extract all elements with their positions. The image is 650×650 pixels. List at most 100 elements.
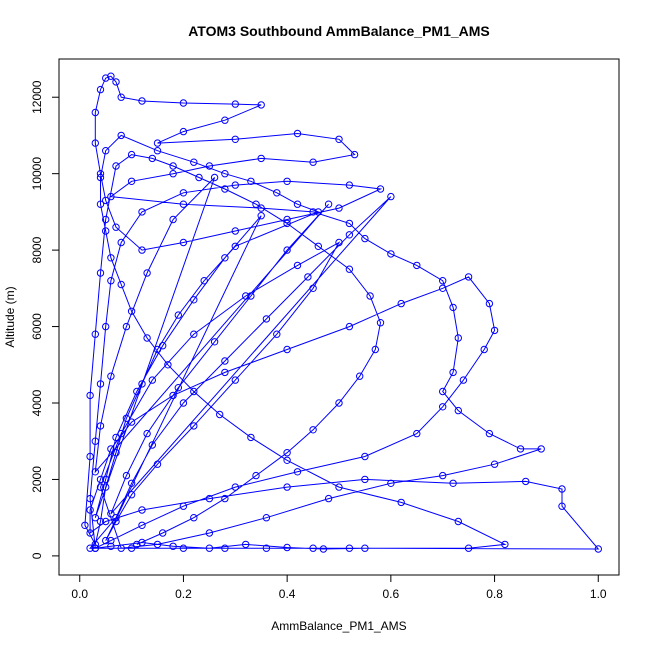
data-point: [314, 208, 322, 216]
data-point: [205, 162, 214, 170]
y-axis-label: Altitude (m): [3, 286, 17, 347]
data-point: [169, 542, 177, 550]
data-point: [221, 254, 229, 262]
data-point: [86, 391, 94, 400]
data-point: [102, 74, 110, 82]
data-point: [169, 162, 177, 170]
data-point: [138, 246, 146, 254]
y-tick-label: 12000: [30, 80, 44, 114]
data-point: [376, 319, 385, 327]
y-axis: 0 2000 4000 6000 8000 10000 12000: [30, 80, 59, 559]
data-point: [112, 433, 120, 442]
data-point: [133, 387, 141, 396]
data-point: [231, 483, 240, 491]
data-point: [283, 456, 291, 464]
data-point: [283, 543, 291, 552]
y-tick-label: 6000: [30, 313, 44, 340]
data-point: [86, 529, 94, 537]
data-point: [309, 158, 317, 166]
data-point: [283, 345, 291, 354]
data-point: [159, 342, 167, 350]
data-point: [102, 215, 110, 224]
data-point: [159, 529, 167, 537]
data-point: [127, 479, 136, 487]
data-point: [96, 380, 105, 388]
data-point: [179, 99, 188, 107]
data-point: [112, 78, 120, 86]
data-point: [350, 150, 359, 159]
data-point: [262, 544, 271, 552]
data-point: [257, 212, 265, 220]
data-point: [366, 292, 374, 300]
data-point: [86, 544, 94, 552]
data-point: [91, 540, 100, 549]
data-point: [501, 540, 509, 549]
data-point: [439, 284, 447, 292]
data-point: [490, 326, 499, 335]
data-point: [262, 315, 271, 323]
data-point: [242, 292, 250, 300]
data-point: [122, 322, 131, 331]
data-point: [221, 494, 229, 503]
data-point: [91, 468, 100, 476]
data-point: [454, 334, 462, 342]
data-point: [96, 517, 105, 526]
data-point: [153, 540, 162, 549]
data-point: [81, 521, 89, 529]
data-point: [179, 189, 188, 197]
data-point: [107, 277, 115, 285]
data-point: [319, 545, 328, 553]
data-point: [242, 540, 250, 549]
data-point: [102, 322, 110, 331]
data-point: [138, 97, 146, 105]
y-tick-label: 2000: [30, 466, 44, 493]
data-point: [117, 238, 125, 247]
data-point: [361, 475, 369, 484]
data-point: [485, 299, 494, 308]
data-point: [216, 410, 224, 419]
data-point: [107, 372, 115, 380]
plot-area: [81, 72, 602, 553]
data-point: [345, 231, 354, 239]
data-point: [262, 514, 271, 522]
data-point: [464, 544, 473, 552]
x-tick-label: 0.4: [279, 587, 296, 601]
data-point: [148, 376, 157, 384]
data-point: [102, 483, 110, 491]
data-point: [221, 544, 229, 552]
data-point: [96, 85, 105, 94]
data-point: [91, 139, 100, 147]
data-point: [86, 452, 94, 461]
series-line: [84, 75, 600, 550]
data-point: [356, 372, 364, 380]
data-point: [293, 468, 302, 476]
data-point: [257, 154, 265, 163]
data-point: [397, 299, 405, 308]
data-point: [143, 269, 151, 277]
data-point: [376, 185, 385, 193]
data-point: [335, 204, 343, 212]
data-point: [387, 479, 395, 487]
chart-title: ATOM3 Southbound AmmBalance_PM1_AMS: [188, 23, 490, 39]
data-point: [345, 219, 354, 228]
data-point: [112, 517, 120, 526]
data-point: [138, 521, 146, 529]
data-point: [283, 177, 291, 186]
plot-frame: [58, 58, 620, 576]
data-point: [309, 284, 317, 292]
data-point: [345, 265, 354, 273]
data-point: [221, 185, 229, 193]
data-point: [387, 192, 395, 201]
data-point: [179, 238, 188, 247]
data-point: [148, 154, 157, 163]
data-point: [387, 250, 395, 258]
data-point: [361, 544, 369, 552]
data-point: [309, 208, 317, 216]
data-point: [247, 292, 255, 300]
data-point: [335, 399, 343, 407]
data-point: [361, 452, 369, 461]
data-point: [247, 433, 255, 442]
data-point: [309, 544, 317, 552]
data-point: [361, 234, 369, 243]
data-point: [190, 158, 198, 166]
